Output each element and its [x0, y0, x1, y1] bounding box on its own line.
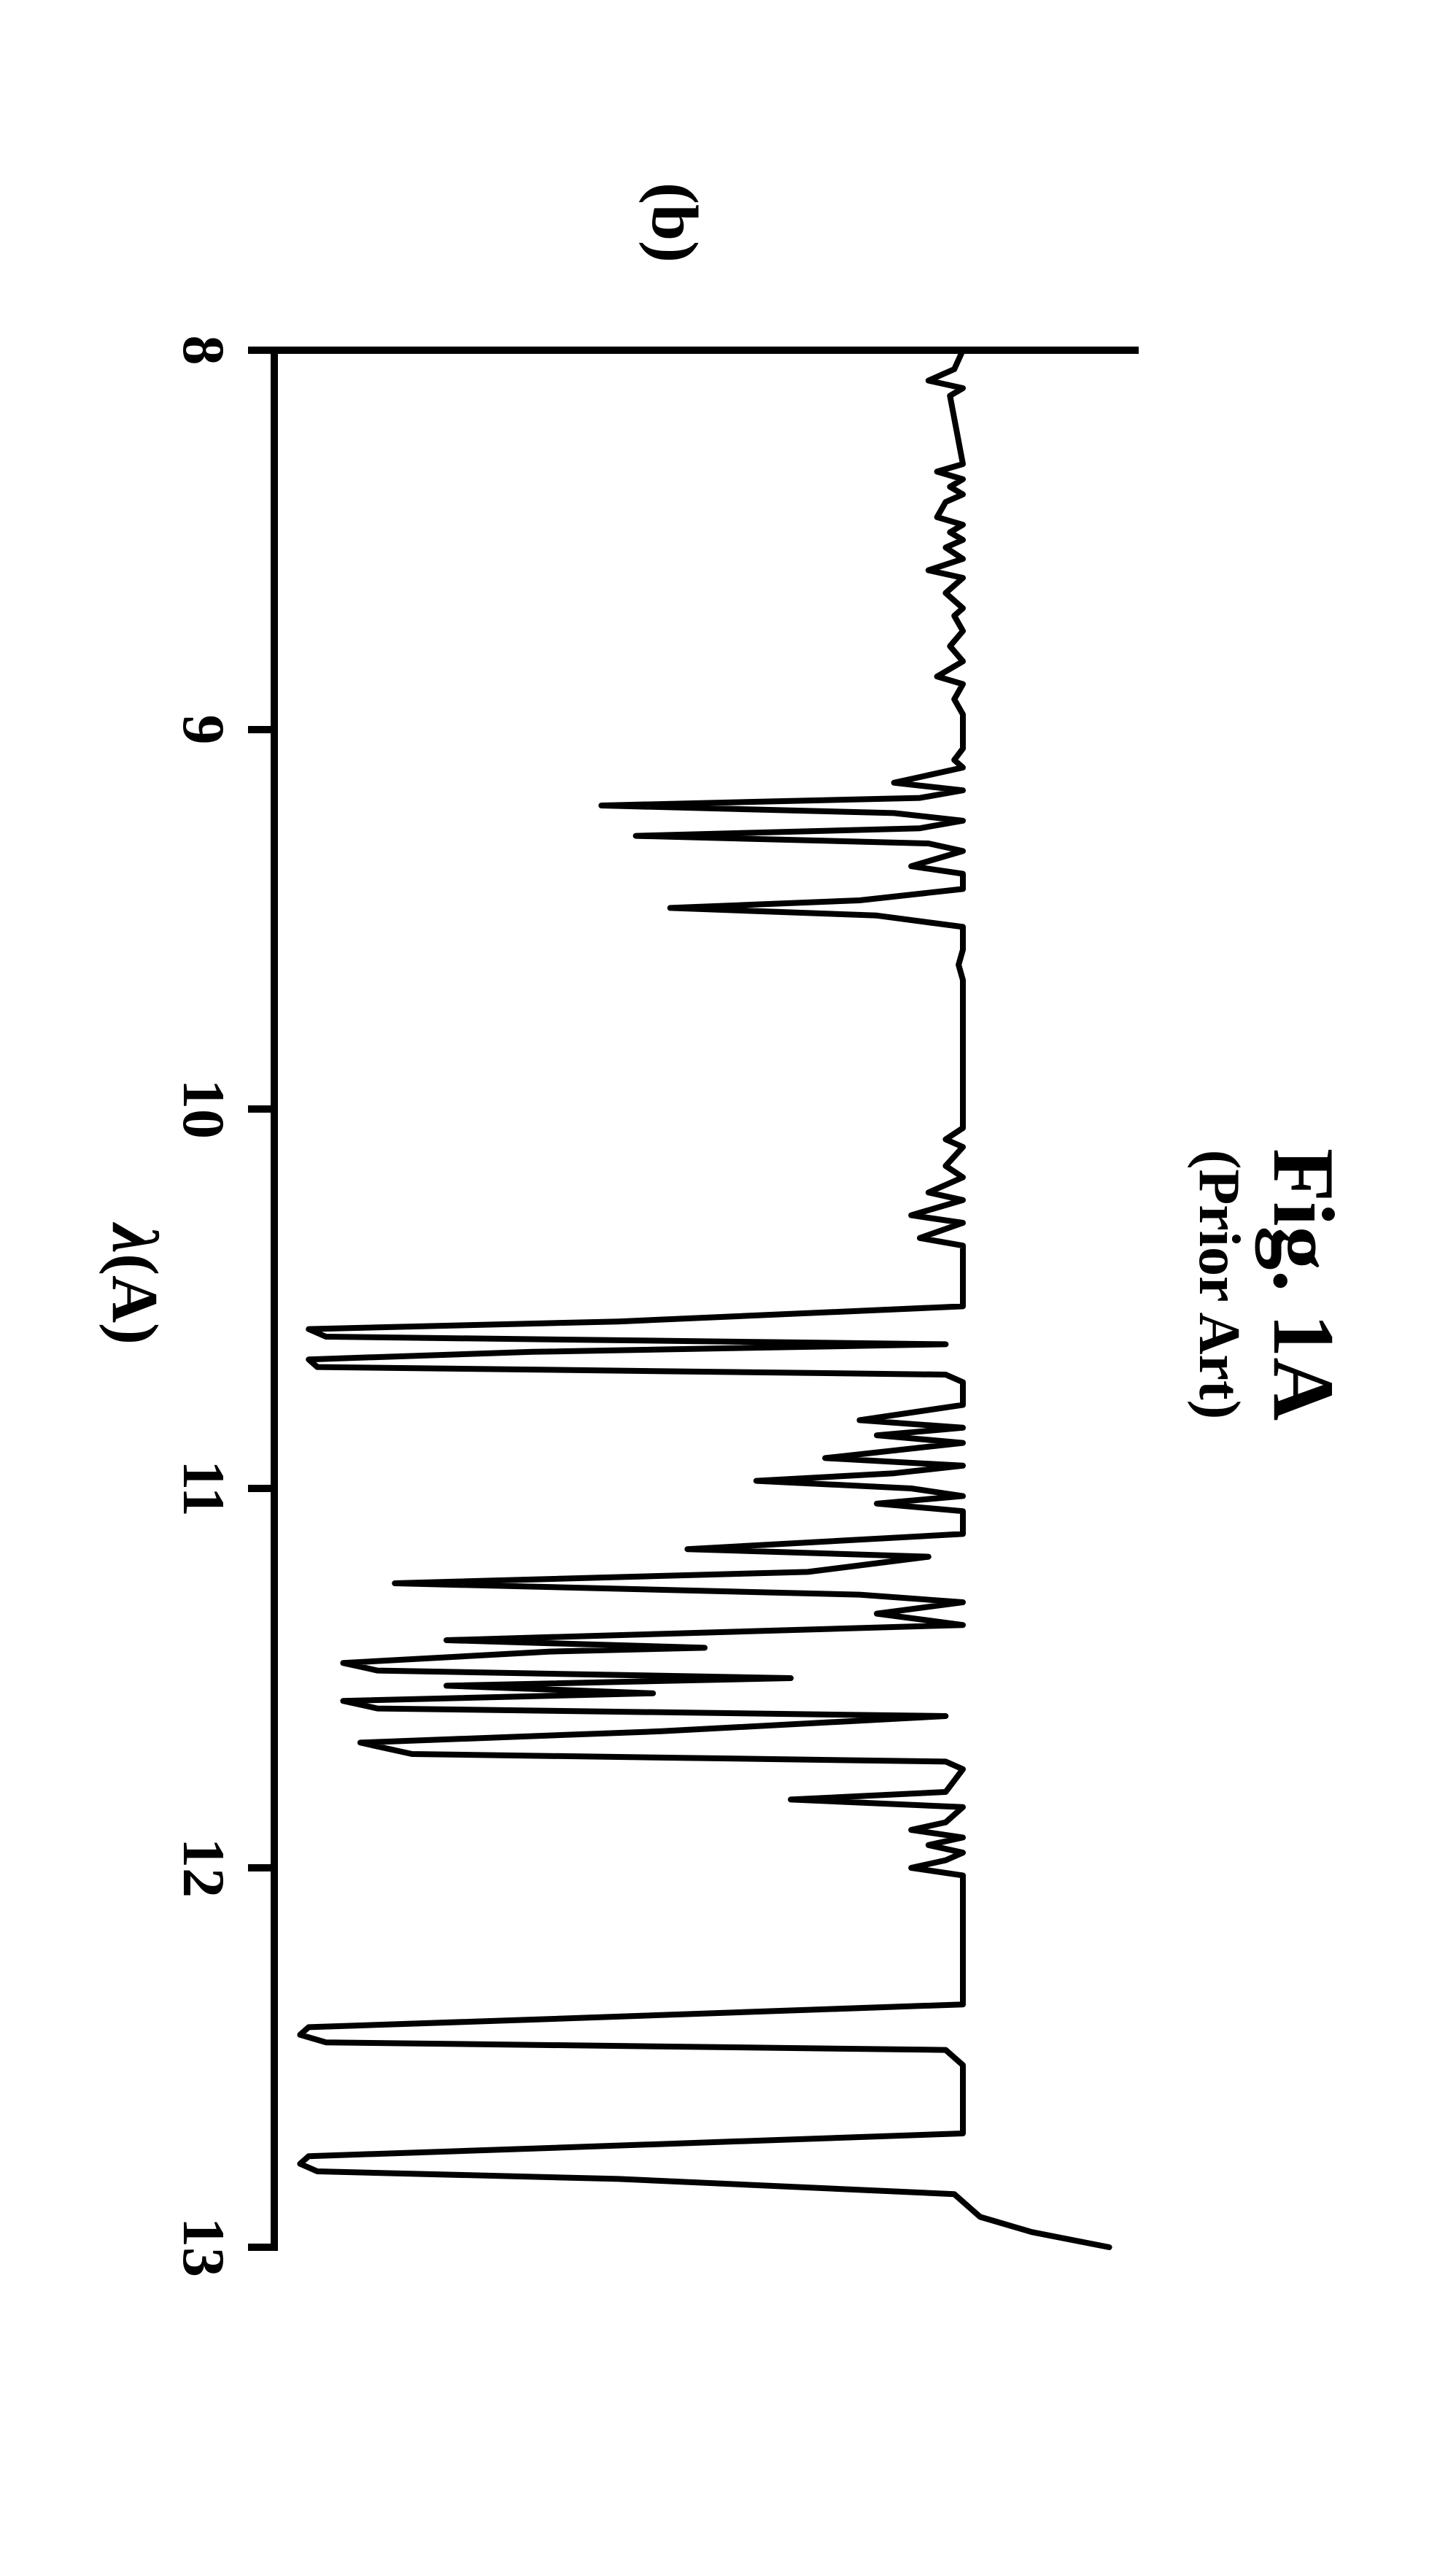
x-axis-label: λ(A) [97, 0, 172, 2569]
x-axis-label-symbol: λ [98, 1224, 171, 1253]
figure-subtitle: (Prior Art) [1185, 0, 1252, 2569]
spectrum-svg [216, 306, 1150, 2291]
page: Fig. 1A (Prior Art) (b) 8 9 10 11 12 13 λ(A) [0, 0, 1456, 2569]
x-tick-label: 8 [169, 336, 238, 366]
rotated-figure-canvas: Fig. 1A (Prior Art) (b) 8 9 10 11 12 13 λ(A) [0, 0, 1456, 2569]
x-tick-label: 10 [169, 1079, 238, 1139]
x-tick-label: 12 [169, 1838, 238, 1898]
spectrum-plot [216, 306, 1150, 2291]
x-tick-label: 13 [169, 2217, 238, 2277]
x-tick-label: 11 [169, 1460, 238, 1516]
x-axis-label-unit: (A) [98, 1253, 171, 1345]
panel-label: (b) [637, 182, 712, 263]
figure-title: Fig. 1A [1253, 0, 1354, 2569]
x-tick-label: 9 [169, 715, 238, 745]
